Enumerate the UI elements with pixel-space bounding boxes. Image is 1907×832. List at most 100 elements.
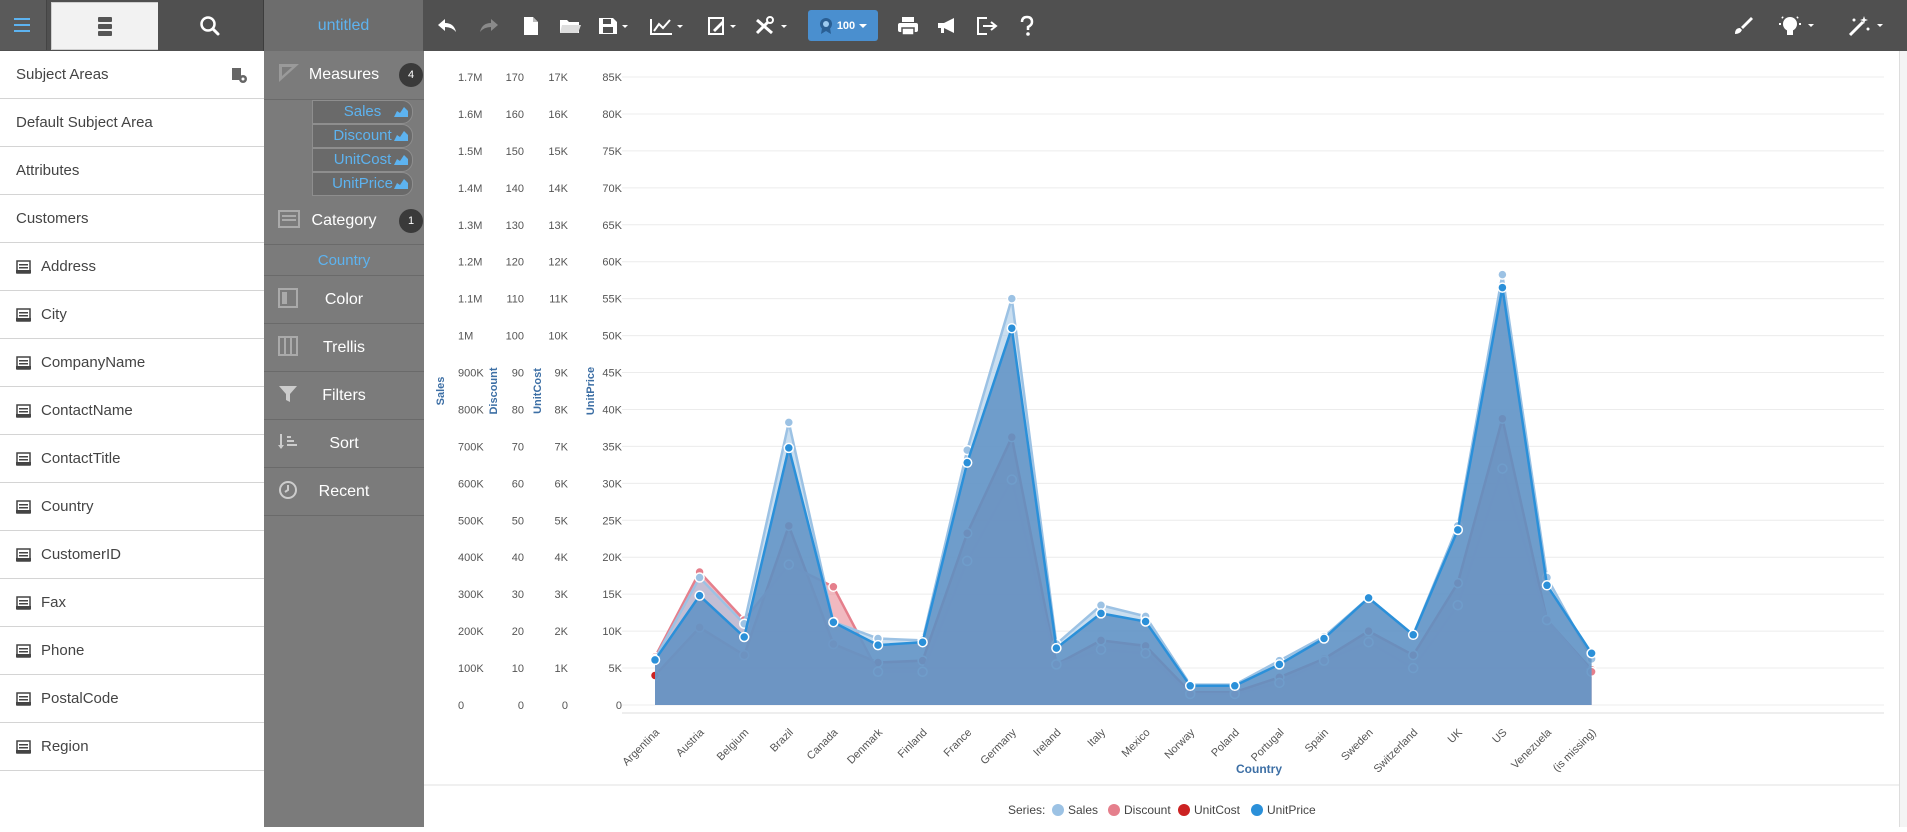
document-title[interactable]: untitled xyxy=(264,0,423,51)
attribute-label: Phone xyxy=(41,642,85,659)
category-shelf[interactable]: Category 1 xyxy=(264,198,424,245)
menu-icon xyxy=(14,18,30,32)
category-tick-label: Austria xyxy=(674,726,707,759)
attribute-label: CompanyName xyxy=(41,354,146,371)
data-point xyxy=(828,617,839,628)
customers-group[interactable]: Customers xyxy=(0,195,264,243)
category-tick-label: Norway xyxy=(1162,726,1197,761)
measures-count: 4 xyxy=(399,63,423,87)
attribute-icon xyxy=(16,691,31,706)
default-subject-area[interactable]: Default Subject Area xyxy=(0,99,264,147)
axis-tick-label: 1.3M xyxy=(458,220,482,232)
sort-shelf[interactable]: Sort xyxy=(264,420,424,468)
category-tick-label: Denmark xyxy=(845,726,885,766)
axis-tick-label: 5K xyxy=(609,663,623,675)
attribute-item[interactable]: ContactTitle xyxy=(0,435,264,483)
chart-scrollbar[interactable] xyxy=(1899,51,1907,827)
redo-button[interactable] xyxy=(474,10,504,42)
attribute-item[interactable]: Address xyxy=(0,243,264,291)
axis-tick-label: 55K xyxy=(602,294,622,306)
open-button[interactable] xyxy=(556,10,584,42)
attribute-icon xyxy=(16,403,31,418)
trellis-shelf[interactable]: Trellis xyxy=(264,324,424,372)
measure-label: Sales xyxy=(343,103,382,120)
help-icon xyxy=(1020,15,1034,36)
area-chart[interactable]: 0 100K 200K 300K 400K 500K 600K 700K 800K 900K 1M 1… xyxy=(424,51,1899,827)
attribute-label: City xyxy=(41,306,67,323)
color-shelf[interactable]: Color xyxy=(264,276,424,324)
legend-label: Discount xyxy=(1124,803,1171,817)
attribute-item[interactable]: Country xyxy=(0,483,264,531)
magic-button[interactable] xyxy=(1846,10,1890,42)
attribute-item[interactable]: PostalCode xyxy=(0,675,264,723)
data-point xyxy=(1051,642,1062,654)
axis-tick-label: 0 xyxy=(562,700,568,712)
attribute-icon xyxy=(16,451,31,466)
attribute-item[interactable]: CompanyName xyxy=(0,339,264,387)
attribute-item[interactable]: Phone xyxy=(0,627,264,675)
new-file-button[interactable] xyxy=(518,10,544,42)
data-point xyxy=(738,631,750,643)
print-button[interactable] xyxy=(893,10,923,42)
badge-button[interactable]: 100 xyxy=(808,10,878,41)
attribute-item[interactable]: CustomerID xyxy=(0,531,264,579)
axis-tick-label: 300K xyxy=(458,589,484,601)
attribute-item[interactable]: Fax xyxy=(0,579,264,627)
menu-button[interactable] xyxy=(0,0,47,50)
category-tick-label: Portugal xyxy=(1249,727,1286,764)
axis-tick-label: 130 xyxy=(506,220,524,232)
axis-tick-label: 60 xyxy=(512,478,524,490)
axis-tick-label: 1.4M xyxy=(458,183,482,195)
help-button[interactable] xyxy=(1012,10,1042,42)
chart-type-icon xyxy=(650,19,683,35)
axis-tick-label: 50 xyxy=(512,515,524,527)
brush-button[interactable] xyxy=(1728,10,1758,42)
axis-tick-label: 120 xyxy=(506,257,524,269)
axis-tick-label: 12K xyxy=(548,257,568,269)
category-tick-label: Brazil xyxy=(768,727,796,755)
filters-shelf[interactable]: Filters xyxy=(264,372,424,420)
axis-tick-label: 2K xyxy=(555,626,569,638)
measure-item[interactable]: UnitCost xyxy=(312,148,413,172)
category-tick-label: France xyxy=(942,727,975,760)
magic-wand-icon xyxy=(1848,16,1883,37)
axis-tick-label: 700K xyxy=(458,441,484,453)
chart-type-button[interactable] xyxy=(648,10,688,42)
measure-item[interactable]: Sales xyxy=(312,100,413,124)
insights-button[interactable] xyxy=(1776,10,1820,42)
axis-tick-label: 170 xyxy=(506,72,524,84)
attribute-item[interactable]: Region xyxy=(0,723,264,771)
edit-chart-button[interactable] xyxy=(706,10,742,42)
save-button[interactable] xyxy=(596,10,632,42)
x-axis-title: Country xyxy=(1236,762,1282,776)
axis-tick-label: 0 xyxy=(458,700,464,712)
chevron-down-icon xyxy=(859,23,868,28)
axis-tick-label: 50K xyxy=(602,331,622,343)
attribute-label: Address xyxy=(41,258,97,275)
settings-icon[interactable] xyxy=(230,66,248,84)
axis-tick-label: 1K xyxy=(555,663,569,675)
legend-marker xyxy=(1052,804,1064,816)
attribute-item[interactable]: City xyxy=(0,291,264,339)
undo-button[interactable] xyxy=(432,10,462,42)
category-item-country[interactable]: Country xyxy=(264,245,424,276)
data-point xyxy=(1140,616,1151,627)
measure-item[interactable]: UnitPrice xyxy=(312,172,413,196)
undo-icon xyxy=(438,19,456,32)
measures-shelf[interactable]: Measures 4 xyxy=(264,51,424,100)
attribute-label: ContactName xyxy=(41,402,133,419)
area-chart-icon xyxy=(394,107,408,117)
data-point xyxy=(1452,524,1464,536)
legend-label: UnitCost xyxy=(1194,803,1241,817)
tools-button[interactable] xyxy=(754,10,794,42)
announce-button[interactable] xyxy=(932,10,962,42)
category-tick-label: Belgium xyxy=(715,727,752,764)
axis-tick-label: 140 xyxy=(506,183,524,195)
attribute-label: ContactTitle xyxy=(41,450,121,467)
search-button[interactable] xyxy=(158,0,264,51)
database-button[interactable] xyxy=(51,2,159,50)
export-button[interactable] xyxy=(972,10,1002,42)
attribute-item[interactable]: ContactName xyxy=(0,387,264,435)
recent-shelf[interactable]: Recent xyxy=(264,468,424,516)
measure-item[interactable]: Discount xyxy=(312,124,413,148)
